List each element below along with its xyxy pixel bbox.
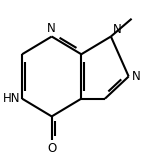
Text: N: N	[112, 23, 121, 36]
Text: N: N	[47, 22, 56, 35]
Text: N: N	[132, 70, 141, 83]
Text: O: O	[47, 142, 56, 155]
Text: HN: HN	[3, 92, 21, 105]
